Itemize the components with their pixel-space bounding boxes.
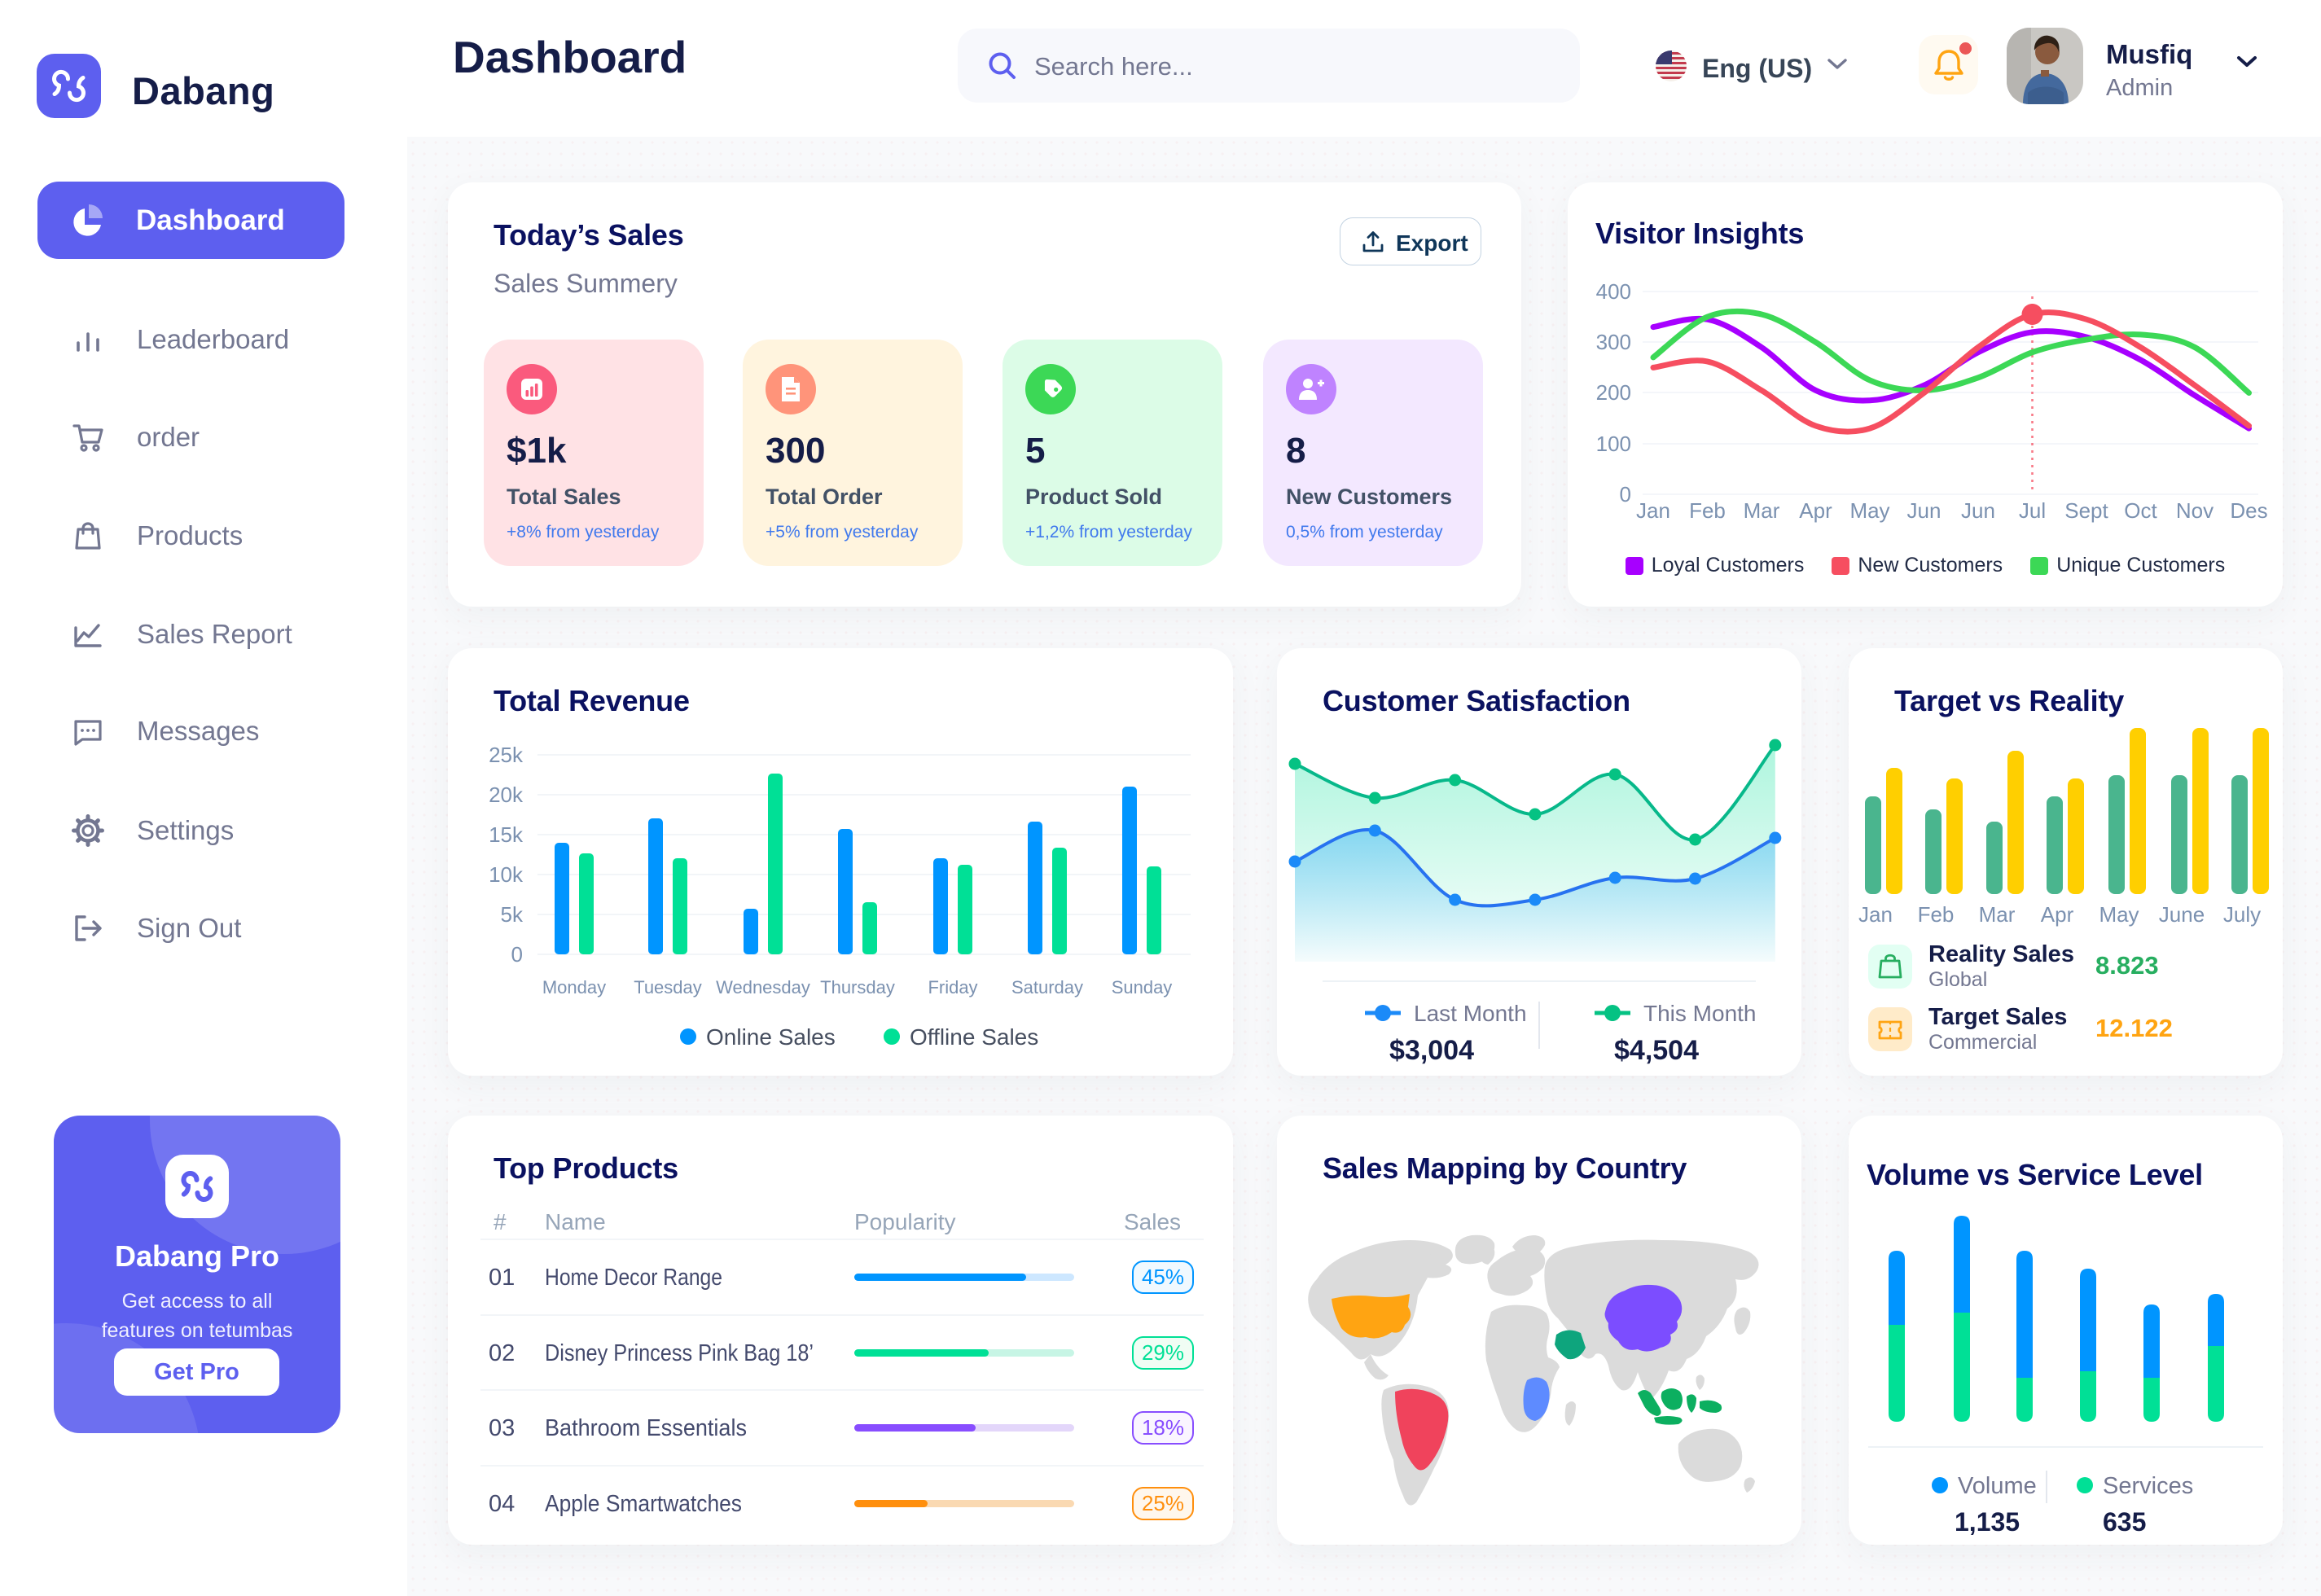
svg-text:Friday: Friday bbox=[928, 977, 977, 998]
svg-text:Target Sales: Target Sales bbox=[1928, 1004, 2067, 1030]
svg-text:Feb: Feb bbox=[1918, 902, 1955, 927]
svg-text:02: 02 bbox=[489, 1340, 515, 1366]
svg-text:03: 03 bbox=[489, 1415, 515, 1441]
svg-text:300: 300 bbox=[1596, 330, 1631, 354]
svg-text:Commercial: Commercial bbox=[1928, 1031, 2037, 1054]
svg-text:Reality Sales: Reality Sales bbox=[1928, 941, 2074, 967]
svg-text:5k: 5k bbox=[501, 902, 524, 927]
svg-text:Offline Sales: Offline Sales bbox=[910, 1024, 1038, 1050]
svg-text:Monday: Monday bbox=[542, 977, 606, 998]
svg-text:635: 635 bbox=[2103, 1507, 2146, 1537]
svg-text:Services: Services bbox=[2103, 1473, 2193, 1499]
svg-text:May: May bbox=[2099, 902, 2139, 927]
svg-text:200: 200 bbox=[1596, 380, 1631, 405]
svg-text:Des: Des bbox=[2230, 498, 2267, 523]
svg-text:25k: 25k bbox=[489, 743, 524, 767]
svg-text:$3,004: $3,004 bbox=[1389, 1035, 1474, 1066]
svg-text:July: July bbox=[2223, 902, 2261, 927]
svg-text:0: 0 bbox=[1620, 482, 1631, 506]
svg-text:Saturday: Saturday bbox=[1011, 977, 1083, 998]
svg-text:Mar: Mar bbox=[1979, 902, 2016, 927]
svg-text:Tuesday: Tuesday bbox=[634, 977, 702, 998]
svg-text:Bathroom Essentials: Bathroom Essentials bbox=[545, 1415, 747, 1441]
svg-text:Mar: Mar bbox=[1744, 498, 1780, 523]
svg-text:Volume: Volume bbox=[1958, 1473, 2037, 1499]
svg-text:Disney Princess Pink Bag 18’: Disney Princess Pink Bag 18’ bbox=[545, 1340, 814, 1366]
svg-text:Wednesday: Wednesday bbox=[716, 977, 810, 998]
svg-text:10k: 10k bbox=[489, 862, 524, 887]
svg-text:1,135: 1,135 bbox=[1955, 1507, 2020, 1537]
svg-text:Apr: Apr bbox=[1799, 498, 1832, 523]
svg-text:29%: 29% bbox=[1142, 1340, 1184, 1365]
svg-text:$4,504: $4,504 bbox=[1614, 1035, 1699, 1066]
svg-text:Global: Global bbox=[1928, 968, 1987, 991]
svg-text:20k: 20k bbox=[489, 783, 524, 807]
svg-text:01: 01 bbox=[489, 1265, 515, 1291]
svg-text:#: # bbox=[494, 1209, 507, 1234]
svg-text:Thursday: Thursday bbox=[820, 977, 895, 998]
svg-text:Feb: Feb bbox=[1689, 498, 1726, 523]
svg-text:Popularity: Popularity bbox=[854, 1209, 956, 1234]
svg-text:Sept: Sept bbox=[2064, 498, 2108, 523]
svg-text:Jun: Jun bbox=[1961, 498, 1995, 523]
svg-text:Jan: Jan bbox=[1858, 902, 1893, 927]
svg-text:Oct: Oct bbox=[2124, 498, 2157, 523]
svg-text:04: 04 bbox=[489, 1491, 515, 1517]
svg-text:Nov: Nov bbox=[2176, 498, 2214, 523]
svg-text:18%: 18% bbox=[1142, 1415, 1184, 1440]
svg-text:Sales: Sales bbox=[1124, 1209, 1181, 1234]
svg-text:25%: 25% bbox=[1142, 1491, 1184, 1515]
svg-text:Apple Smartwatches: Apple Smartwatches bbox=[545, 1491, 742, 1517]
svg-text:100: 100 bbox=[1596, 432, 1631, 456]
svg-text:Jun: Jun bbox=[1907, 498, 1941, 523]
svg-text:Online Sales: Online Sales bbox=[706, 1024, 836, 1050]
svg-text:8.823: 8.823 bbox=[2095, 951, 2159, 980]
svg-text:Apr: Apr bbox=[2041, 902, 2074, 927]
svg-text:May: May bbox=[1849, 498, 1889, 523]
svg-text:Sunday: Sunday bbox=[1112, 977, 1173, 998]
svg-text:This Month: This Month bbox=[1643, 1001, 1757, 1026]
svg-text:Jan: Jan bbox=[1636, 498, 1670, 523]
svg-text:45%: 45% bbox=[1142, 1265, 1184, 1289]
svg-text:Last Month: Last Month bbox=[1414, 1001, 1527, 1026]
svg-text:400: 400 bbox=[1596, 279, 1631, 304]
svg-text:15k: 15k bbox=[489, 822, 524, 847]
svg-text:0: 0 bbox=[511, 942, 523, 967]
svg-text:Name: Name bbox=[545, 1209, 606, 1234]
svg-text:12.122: 12.122 bbox=[2095, 1014, 2173, 1042]
svg-text:June: June bbox=[2159, 902, 2205, 927]
svg-text:Jul: Jul bbox=[2019, 498, 2046, 523]
svg-text:Home Decor Range: Home Decor Range bbox=[545, 1265, 722, 1291]
